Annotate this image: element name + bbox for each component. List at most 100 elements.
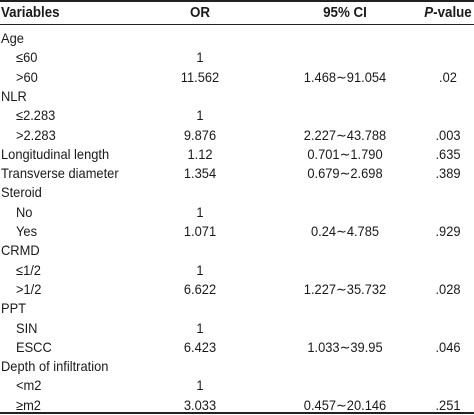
row-ci xyxy=(345,318,346,338)
row-variable: >2.283 xyxy=(16,126,56,143)
table-header-row: Variables OR 95% CI P-value xyxy=(0,2,474,24)
row-ci: 0.457∼20.146 xyxy=(303,396,387,413)
row-ci: 0.701∼1.790 xyxy=(307,145,383,162)
row-ci: 2.227∼43.788 xyxy=(303,126,387,143)
table-row: CRMD xyxy=(0,240,474,260)
row-or: 6.423 xyxy=(183,338,217,355)
row-variable: Transverse diameter xyxy=(1,165,119,182)
table-row: >2.283 9.876 2.227∼43.788 .003 xyxy=(0,125,474,145)
row-or xyxy=(200,356,201,376)
row-or xyxy=(200,182,201,202)
row-ci xyxy=(345,182,346,202)
row-variable: ≥m2 xyxy=(16,396,41,413)
row-p-value: .02 xyxy=(439,68,457,85)
row-or: 6.622 xyxy=(183,280,217,297)
row-ci xyxy=(345,105,346,125)
table-row: Longitudinal length 1.12 0.701∼1.790 .635 xyxy=(0,144,474,164)
row-p-value xyxy=(448,47,449,67)
row-ci: 0.679∼2.698 xyxy=(307,165,383,182)
row-variable: ≤2.283 xyxy=(16,107,56,124)
row-or: 1.071 xyxy=(183,223,217,239)
row-p-value xyxy=(448,260,449,280)
row-or: 1 xyxy=(196,261,204,278)
row-variable: Depth of infiltration xyxy=(1,358,109,375)
header-ci: 95% CI xyxy=(323,5,367,21)
table-row: ≤2.283 1 xyxy=(0,105,474,125)
table-row: Depth of infiltration xyxy=(0,356,474,376)
row-variable: >60 xyxy=(16,68,38,85)
header-p-value: P-value xyxy=(424,2,471,24)
row-ci xyxy=(345,356,346,376)
row-variable: Age xyxy=(1,30,24,46)
row-variable: Longitudinal length xyxy=(1,145,110,162)
table-row: Transverse diameter 1.354 0.679∼2.698 .389 xyxy=(0,163,474,183)
header-variables: Variables xyxy=(1,5,60,21)
row-ci xyxy=(345,86,346,106)
table-row: ≤60 1 xyxy=(0,47,474,67)
row-variable: SIN xyxy=(16,319,38,336)
row-p-value: .251 xyxy=(435,396,461,413)
table-bottom-rule xyxy=(0,412,474,414)
row-or xyxy=(200,240,201,260)
row-p-value xyxy=(448,375,449,395)
table-row: ≥m2 3.033 0.457∼20.146 .251 xyxy=(0,395,474,415)
row-p-value xyxy=(448,28,449,48)
row-or: 1 xyxy=(196,203,204,220)
row-ci xyxy=(345,202,346,222)
row-or: 1.12 xyxy=(187,145,213,162)
table-top-rule xyxy=(0,0,474,2)
row-ci: 1.227∼35.732 xyxy=(303,280,387,297)
row-p-value: .635 xyxy=(435,145,461,162)
row-variable: >1/2 xyxy=(16,280,42,297)
row-variable: Steroid xyxy=(1,184,42,201)
row-p-value: .389 xyxy=(435,165,461,182)
row-ci xyxy=(345,240,346,260)
row-variable: ESCC xyxy=(16,338,52,355)
table-row: Yes 1.071 0.24∼4.785 .929 xyxy=(0,221,474,241)
row-or: 1 xyxy=(196,107,204,124)
row-or xyxy=(200,86,201,106)
row-p-value: .003 xyxy=(435,126,461,143)
table-row: >60 11.562 1.468∼91.054 .02 xyxy=(0,67,474,87)
row-or: 1.354 xyxy=(183,165,217,182)
row-ci xyxy=(345,47,346,67)
row-ci xyxy=(345,298,346,318)
row-variable: CRMD xyxy=(1,242,40,259)
row-variable: <m2 xyxy=(16,377,42,394)
table-row: Age xyxy=(0,28,474,48)
row-p-value xyxy=(448,105,449,125)
row-p-value xyxy=(448,240,449,260)
row-or xyxy=(200,298,201,318)
row-or: 1 xyxy=(196,319,204,336)
row-ci: 1.468∼91.054 xyxy=(303,68,387,85)
table-header-rule xyxy=(0,24,474,25)
row-ci: 0.24∼4.785 xyxy=(310,223,380,239)
row-variable: No xyxy=(16,203,33,220)
row-p-value xyxy=(448,202,449,222)
row-variable: ≤1/2 xyxy=(16,261,41,278)
row-p-value xyxy=(448,318,449,338)
row-or: 9.876 xyxy=(183,126,217,143)
row-or: 1 xyxy=(196,49,204,66)
row-p-value xyxy=(448,182,449,202)
table-row: <m2 1 xyxy=(0,375,474,395)
row-or: 1 xyxy=(196,377,204,394)
table-row: ESCC 6.423 1.033∼39.95 .046 xyxy=(0,337,474,357)
row-p-value: .929 xyxy=(435,223,461,239)
row-variable: Yes xyxy=(16,223,38,239)
row-variable: NLR xyxy=(1,87,27,104)
row-variable: PPT xyxy=(1,300,27,317)
table-row: PPT xyxy=(0,298,474,318)
table-row: ≤1/2 1 xyxy=(0,260,474,280)
row-or: 3.033 xyxy=(183,396,217,413)
header-p-italic: P xyxy=(424,5,434,21)
table-row: SIN 1 xyxy=(0,318,474,338)
row-p-value: .046 xyxy=(435,338,461,355)
table-row: Steroid xyxy=(0,182,474,202)
row-p-value xyxy=(448,298,449,318)
row-p-value: .028 xyxy=(435,280,461,297)
row-p-value xyxy=(448,356,449,376)
header-or: OR xyxy=(189,5,211,21)
table-row: No 1 xyxy=(0,202,474,222)
